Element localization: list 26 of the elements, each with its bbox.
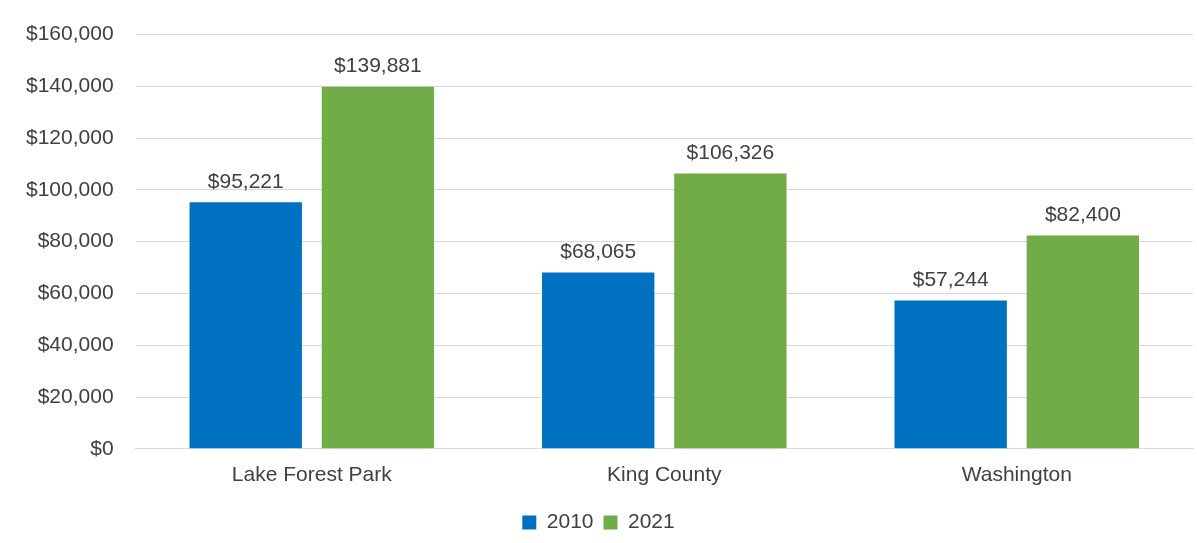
bar — [674, 173, 787, 449]
bar — [1026, 235, 1140, 449]
y-tick-label: $60,000 — [37, 280, 114, 304]
bar — [189, 202, 302, 449]
y-tick-label: $160,000 — [26, 21, 114, 45]
x-tick-label: Washington — [961, 462, 1072, 486]
y-tick-label: $0 — [90, 435, 114, 459]
legend-label: 2010 — [546, 509, 594, 533]
bar — [894, 300, 1007, 449]
y-tick-label: $120,000 — [26, 124, 114, 148]
y-tick-label: $80,000 — [37, 228, 114, 252]
x-tick-label: King County — [607, 462, 722, 486]
data-label: $57,244 — [912, 266, 989, 290]
data-label: $68,065 — [560, 238, 637, 262]
data-label: $82,400 — [1044, 201, 1121, 225]
bar — [321, 86, 435, 449]
y-tick-label: $20,000 — [37, 383, 114, 407]
y-tick-label: $40,000 — [37, 332, 114, 356]
data-label: $106,326 — [686, 139, 775, 163]
legend-label: 2021 — [628, 509, 675, 533]
y-tick-label: $100,000 — [26, 176, 114, 200]
bar — [542, 272, 655, 449]
x-tick-label: Lake Forest Park — [231, 462, 393, 486]
data-label: $95,221 — [207, 168, 284, 192]
data-label: $139,881 — [334, 52, 422, 76]
y-tick-label: $140,000 — [26, 73, 114, 97]
